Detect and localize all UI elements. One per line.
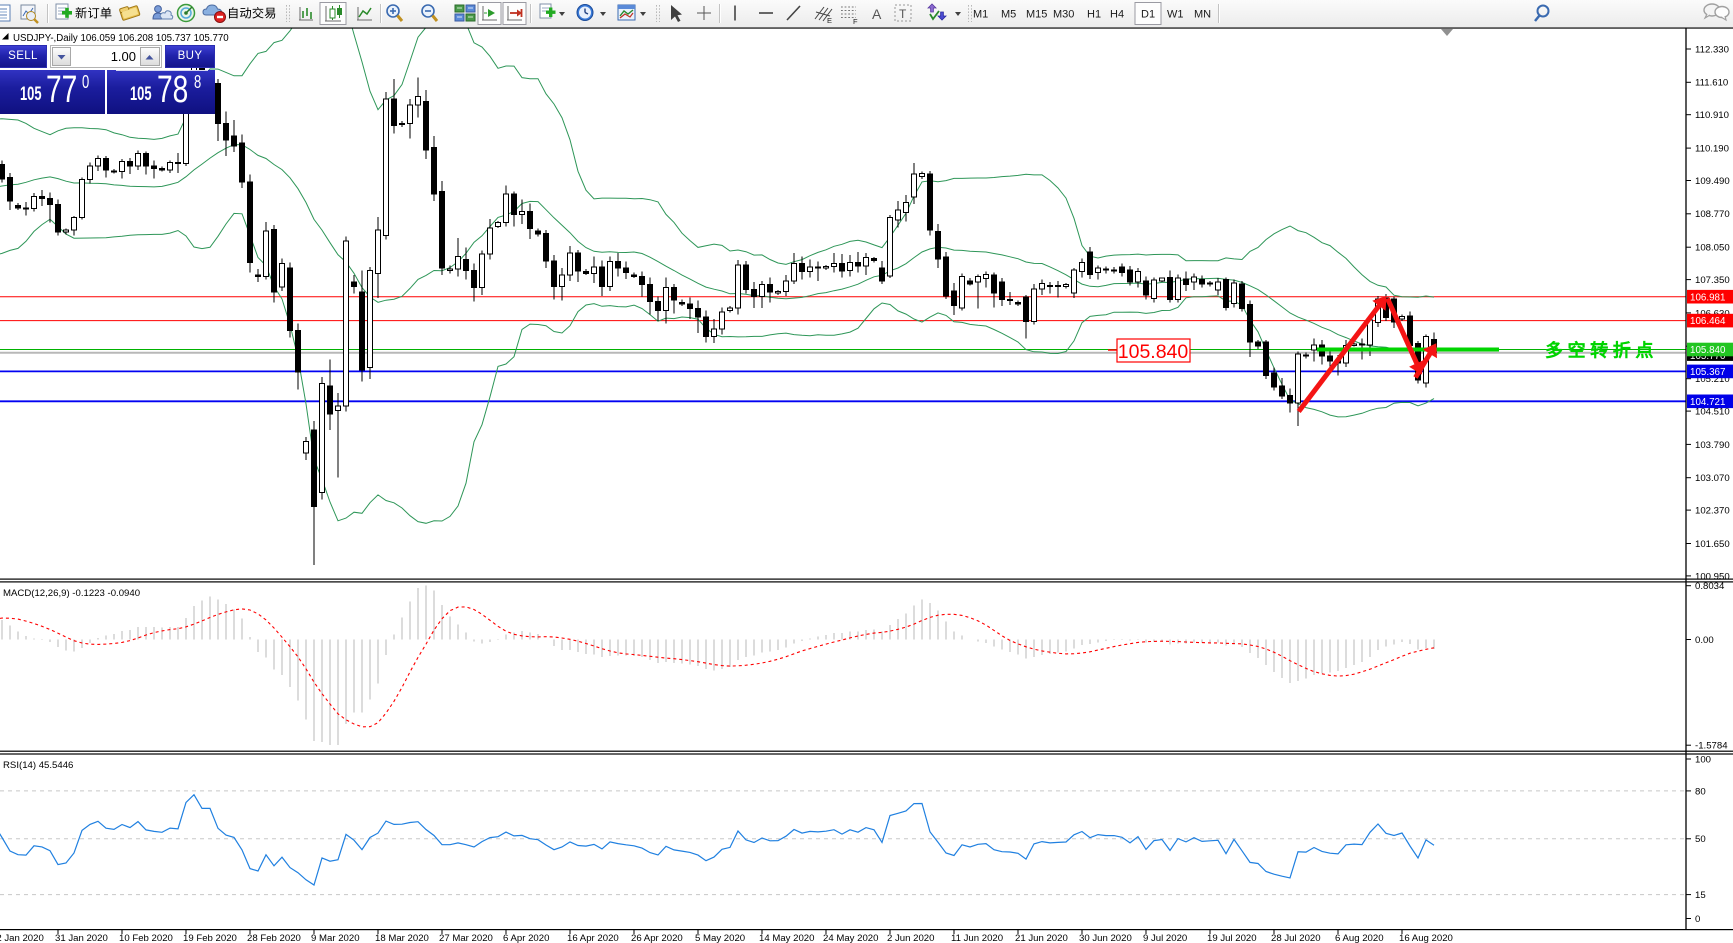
svg-text:104.510: 104.510 bbox=[1695, 407, 1730, 418]
svg-text:0.8034: 0.8034 bbox=[1695, 581, 1725, 592]
svg-text:27 Mar 2020: 27 Mar 2020 bbox=[439, 933, 493, 943]
svg-text:H1: H1 bbox=[1087, 9, 1101, 21]
svg-text:M1: M1 bbox=[973, 9, 988, 21]
svg-text:105.840: 105.840 bbox=[1118, 341, 1189, 363]
svg-text:9 Jul 2020: 9 Jul 2020 bbox=[1143, 933, 1187, 943]
svg-text:A: A bbox=[872, 6, 882, 22]
svg-text:-1.5784: -1.5784 bbox=[1695, 741, 1728, 752]
svg-text:19 Jul 2020: 19 Jul 2020 bbox=[1207, 933, 1257, 943]
svg-text:103.070: 103.070 bbox=[1695, 473, 1730, 484]
svg-text:16 Aug 2020: 16 Aug 2020 bbox=[1399, 933, 1453, 943]
svg-text:103.790: 103.790 bbox=[1695, 440, 1730, 451]
svg-text:6 Aug 2020: 6 Aug 2020 bbox=[1335, 933, 1384, 943]
svg-text:9 Mar 2020: 9 Mar 2020 bbox=[311, 933, 360, 943]
svg-text:105.210: 105.210 bbox=[1695, 374, 1730, 385]
svg-text:19 Feb 2020: 19 Feb 2020 bbox=[183, 933, 237, 943]
svg-text:108.770: 108.770 bbox=[1695, 209, 1730, 220]
svg-text:14 May 2020: 14 May 2020 bbox=[759, 933, 814, 943]
svg-text:D1: D1 bbox=[1141, 9, 1155, 21]
svg-text:112.330: 112.330 bbox=[1695, 44, 1729, 55]
svg-text:101.650: 101.650 bbox=[1695, 539, 1730, 550]
svg-text:24 May 2020: 24 May 2020 bbox=[823, 933, 878, 943]
svg-text:26 Apr 2020: 26 Apr 2020 bbox=[631, 933, 683, 943]
svg-text:11 Jun 2020: 11 Jun 2020 bbox=[951, 933, 1003, 943]
svg-text:F: F bbox=[853, 17, 858, 26]
svg-text:110.190: 110.190 bbox=[1695, 144, 1729, 155]
svg-text:15: 15 bbox=[1695, 890, 1706, 901]
svg-text:100: 100 bbox=[1695, 754, 1711, 765]
svg-text:H4: H4 bbox=[1110, 9, 1124, 21]
svg-text:80: 80 bbox=[1695, 786, 1706, 797]
svg-text:5 May 2020: 5 May 2020 bbox=[695, 933, 745, 943]
svg-text:22 Jan 2020: 22 Jan 2020 bbox=[0, 933, 44, 943]
svg-text:6 Apr 2020: 6 Apr 2020 bbox=[503, 933, 549, 943]
svg-text:RSI(14) 45.5446: RSI(14) 45.5446 bbox=[3, 760, 73, 771]
svg-text:0.00: 0.00 bbox=[1695, 635, 1714, 646]
svg-text:111.610: 111.610 bbox=[1695, 78, 1728, 89]
svg-text:50: 50 bbox=[1695, 834, 1706, 845]
svg-text:18 Mar 2020: 18 Mar 2020 bbox=[375, 933, 429, 943]
svg-text:105.840: 105.840 bbox=[1690, 345, 1726, 356]
svg-text:W1: W1 bbox=[1167, 9, 1184, 21]
svg-text:31 Jan 2020: 31 Jan 2020 bbox=[55, 933, 108, 943]
svg-text:28 Jul 2020: 28 Jul 2020 bbox=[1271, 933, 1321, 943]
svg-text:104.721: 104.721 bbox=[1690, 397, 1725, 408]
svg-text:102.370: 102.370 bbox=[1695, 506, 1730, 517]
svg-text:10 Feb 2020: 10 Feb 2020 bbox=[119, 933, 173, 943]
svg-text:107.350: 107.350 bbox=[1695, 275, 1730, 286]
svg-text:USDJPY-,Daily 106.059 106.208: USDJPY-,Daily 106.059 106.208 105.737 10… bbox=[13, 33, 229, 44]
svg-text:16 Apr 2020: 16 Apr 2020 bbox=[567, 933, 619, 943]
svg-text:100.950: 100.950 bbox=[1695, 571, 1730, 582]
svg-text:21 Jun 2020: 21 Jun 2020 bbox=[1015, 933, 1068, 943]
svg-text:105.770: 105.770 bbox=[1690, 351, 1726, 362]
svg-text:E: E bbox=[827, 16, 832, 25]
svg-text:108.050: 108.050 bbox=[1695, 243, 1730, 254]
svg-text:MN: MN bbox=[1194, 9, 1211, 21]
svg-text:30 Jun 2020: 30 Jun 2020 bbox=[1079, 933, 1132, 943]
svg-text:T: T bbox=[899, 7, 907, 21]
svg-text:2 Jun 2020: 2 Jun 2020 bbox=[887, 933, 934, 943]
svg-text:MACD(12,26,9) -0.1223 -0.0940: MACD(12,26,9) -0.1223 -0.0940 bbox=[3, 588, 140, 599]
svg-text:110.910: 110.910 bbox=[1695, 110, 1729, 121]
svg-text:M5: M5 bbox=[1001, 9, 1016, 21]
svg-text:109.490: 109.490 bbox=[1695, 176, 1730, 187]
svg-text:106.464: 106.464 bbox=[1690, 316, 1726, 327]
svg-text:106.981: 106.981 bbox=[1690, 292, 1725, 303]
svg-text:M30: M30 bbox=[1053, 9, 1074, 21]
svg-text:105.367: 105.367 bbox=[1690, 367, 1725, 378]
svg-text:M15: M15 bbox=[1026, 9, 1047, 21]
svg-text:28 Feb 2020: 28 Feb 2020 bbox=[247, 933, 301, 943]
svg-text:0: 0 bbox=[1695, 914, 1700, 925]
